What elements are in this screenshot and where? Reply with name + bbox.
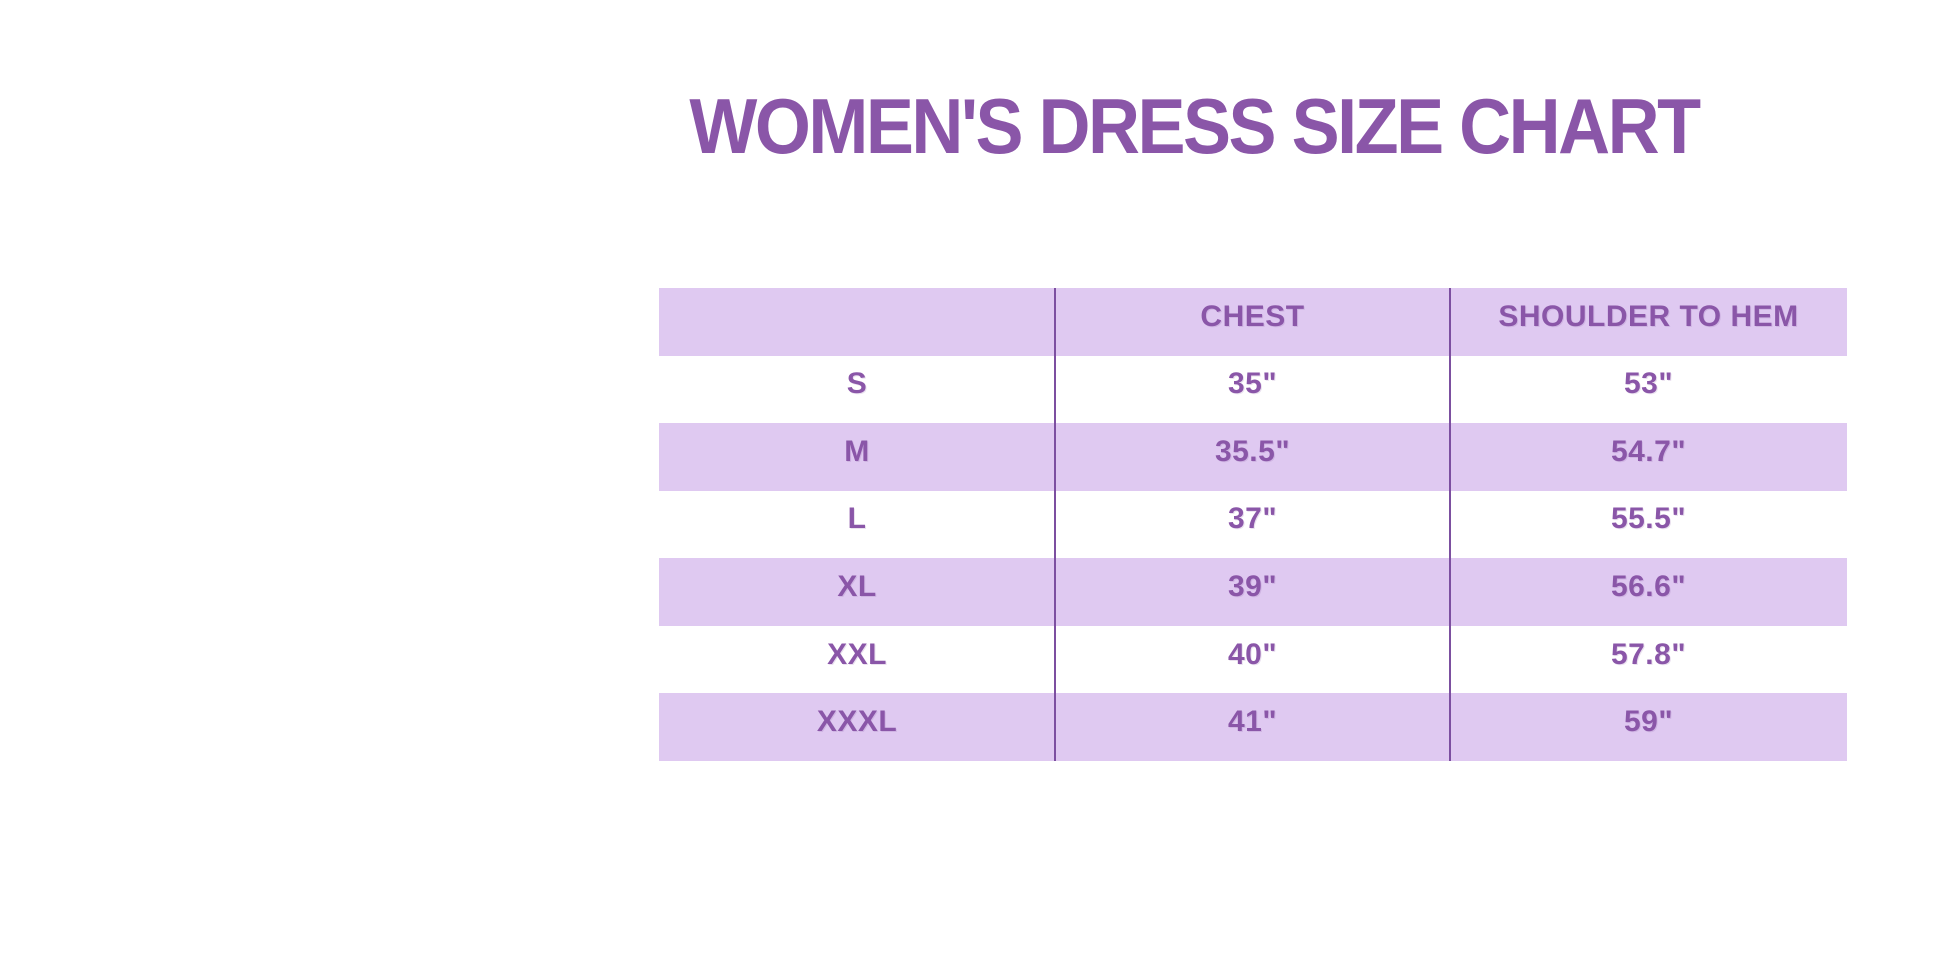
row-size-label: XXL <box>659 625 1055 694</box>
row-hem-value: 56.6" <box>1450 558 1847 626</box>
header-cell-chest: CHEST <box>1055 288 1450 356</box>
column-divider-2 <box>1449 288 1451 761</box>
row-hem-value: 59" <box>1450 693 1847 761</box>
row-chest-value: 35.5" <box>1055 423 1450 491</box>
page-title: WOMEN'S DRESS SIZE CHART <box>689 83 1701 171</box>
row-size-label: S <box>659 355 1055 424</box>
row-chest-value: 40" <box>1055 625 1450 694</box>
row-chest-value: 35" <box>1055 355 1450 424</box>
row-hem-value: 55.5" <box>1450 490 1847 559</box>
header-cell-shoulder-to-hem: SHOULDER TO HEM <box>1450 288 1847 356</box>
row-chest-value: 41" <box>1055 693 1450 761</box>
row-size-label: XXXL <box>659 693 1055 761</box>
row-size-label: XL <box>659 558 1055 626</box>
row-hem-value: 53" <box>1450 355 1847 424</box>
row-chest-value: 37" <box>1055 490 1450 559</box>
row-chest-value: 39" <box>1055 558 1450 626</box>
row-hem-value: 54.7" <box>1450 423 1847 491</box>
row-size-label: M <box>659 423 1055 491</box>
row-size-label: L <box>659 490 1055 559</box>
header-cell-size <box>659 288 1055 356</box>
column-divider-1 <box>1054 288 1056 761</box>
size-chart-table: CHEST SHOULDER TO HEM S 35" 53" M 35.5" … <box>659 288 1847 761</box>
row-hem-value: 57.8" <box>1450 625 1847 694</box>
